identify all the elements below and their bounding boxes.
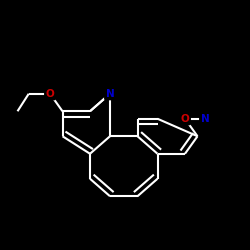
Text: N: N [106,89,114,99]
Text: N: N [200,114,209,124]
Text: O: O [46,89,54,99]
Text: O: O [180,114,190,124]
